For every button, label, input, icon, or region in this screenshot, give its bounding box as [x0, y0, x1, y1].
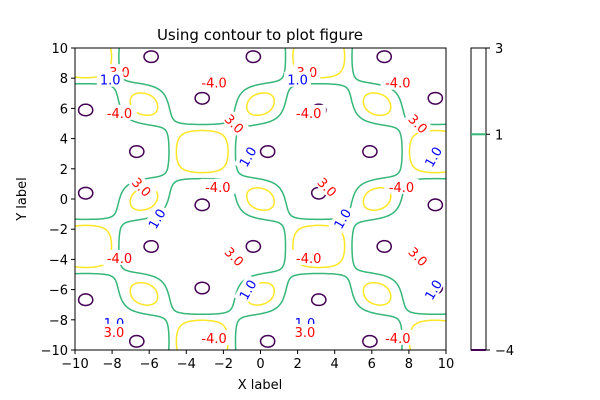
x-axis-label: X label	[238, 378, 282, 393]
contour-label: -4.0	[296, 107, 321, 122]
contour-label-bg	[102, 104, 137, 120]
contour-label-bg	[291, 249, 326, 265]
chart-title: Using contour to plot figure	[157, 26, 363, 44]
contour-label-bg	[142, 202, 170, 234]
contour-label: 3.0	[295, 326, 316, 341]
contour-label-bg	[380, 74, 415, 90]
contour-label-bg	[100, 323, 128, 339]
contour-label: -4.0	[205, 181, 230, 196]
contour-label: 3.0	[104, 326, 125, 341]
contour-label-bg	[384, 178, 419, 194]
x-tick-label: 4	[331, 357, 339, 372]
contour-label-bg	[380, 329, 415, 345]
contour-label: -4.0	[107, 107, 132, 122]
colorbar-tick-label: −4	[495, 344, 514, 359]
y-tick-label: 4	[60, 133, 68, 148]
contour-label-bg	[196, 74, 232, 90]
x-tick-label: 6	[368, 357, 376, 372]
contour-level-neg4	[77, 50, 444, 348]
contour-label-bg	[102, 249, 137, 265]
x-tick-label: 10	[438, 357, 455, 372]
colorbar	[470, 47, 487, 351]
y-tick-label: −2	[49, 223, 68, 238]
contour-label-bg	[196, 329, 232, 345]
contour-label-bg	[220, 241, 250, 271]
contour-label: 1.0	[100, 74, 121, 89]
contour-label: -4.0	[385, 77, 410, 92]
x-tick-label: −10	[61, 357, 88, 372]
contour-label-bg	[419, 273, 446, 305]
contour-label: -4.0	[107, 252, 132, 267]
colorbar-tick-label: 1	[495, 128, 503, 143]
y-tick-label: 10	[51, 42, 68, 57]
contour-label-bg	[284, 71, 311, 87]
contour-label: -4.0	[296, 252, 321, 267]
x-tick-label: −6	[140, 357, 159, 372]
contour-label: -4.0	[385, 332, 410, 347]
y-tick-label: 2	[60, 163, 68, 178]
y-tick-label: −4	[49, 253, 68, 268]
contour-label: 1.0	[287, 74, 308, 89]
y-tick-label: 8	[60, 72, 68, 87]
colorbar-tick-label: 3	[495, 42, 503, 57]
contour-label-bg	[96, 71, 124, 87]
contour-label: -4.0	[389, 181, 414, 196]
colorbar-frame	[470, 47, 487, 351]
y-tick-label: 6	[60, 102, 68, 117]
contour-label: -4.0	[201, 332, 226, 347]
y-axis-ticks: −10 −8 −6 −4 −2 0 2 4 6 8 10	[41, 42, 75, 359]
contour-label-bg	[291, 104, 326, 120]
contour-label-bg	[220, 108, 250, 138]
contour-label-bg	[291, 323, 319, 339]
x-tick-label: 2	[293, 357, 301, 372]
y-tick-label: −8	[49, 314, 68, 329]
contour-label-bg	[312, 171, 343, 202]
contour-label-bg	[403, 241, 434, 271]
contour-label-bg	[328, 202, 355, 234]
contour-label-bg	[233, 141, 261, 172]
contour-label-bg	[127, 171, 157, 202]
y-tick-label: −6	[49, 284, 68, 299]
contour-lines	[75, 48, 446, 350]
y-tick-label: 0	[60, 193, 68, 208]
colorbar-ticks: 3 1 −4	[486, 42, 514, 359]
x-tick-label: −2	[214, 357, 233, 372]
y-tick-label: −10	[41, 344, 68, 359]
contour-label-bg	[419, 141, 446, 172]
contour-label: -4.0	[201, 77, 226, 92]
y-axis-label: Y label	[15, 177, 30, 222]
x-tick-label: 0	[256, 357, 264, 372]
contour-label-bg	[200, 178, 235, 194]
contour-label-bg	[233, 273, 261, 305]
x-tick-label: −4	[177, 357, 196, 372]
x-axis-ticks: −10 −8 −6 −4 −2 0 2 4 6 8 10	[61, 350, 454, 372]
x-tick-label: −8	[103, 357, 122, 372]
x-tick-label: 8	[405, 357, 413, 372]
contour-label-bg	[403, 108, 434, 138]
contour-labels: 3.01.0-4.03.01.0-4.0-4.03.0-4.03.01.01.0…	[96, 64, 446, 347]
